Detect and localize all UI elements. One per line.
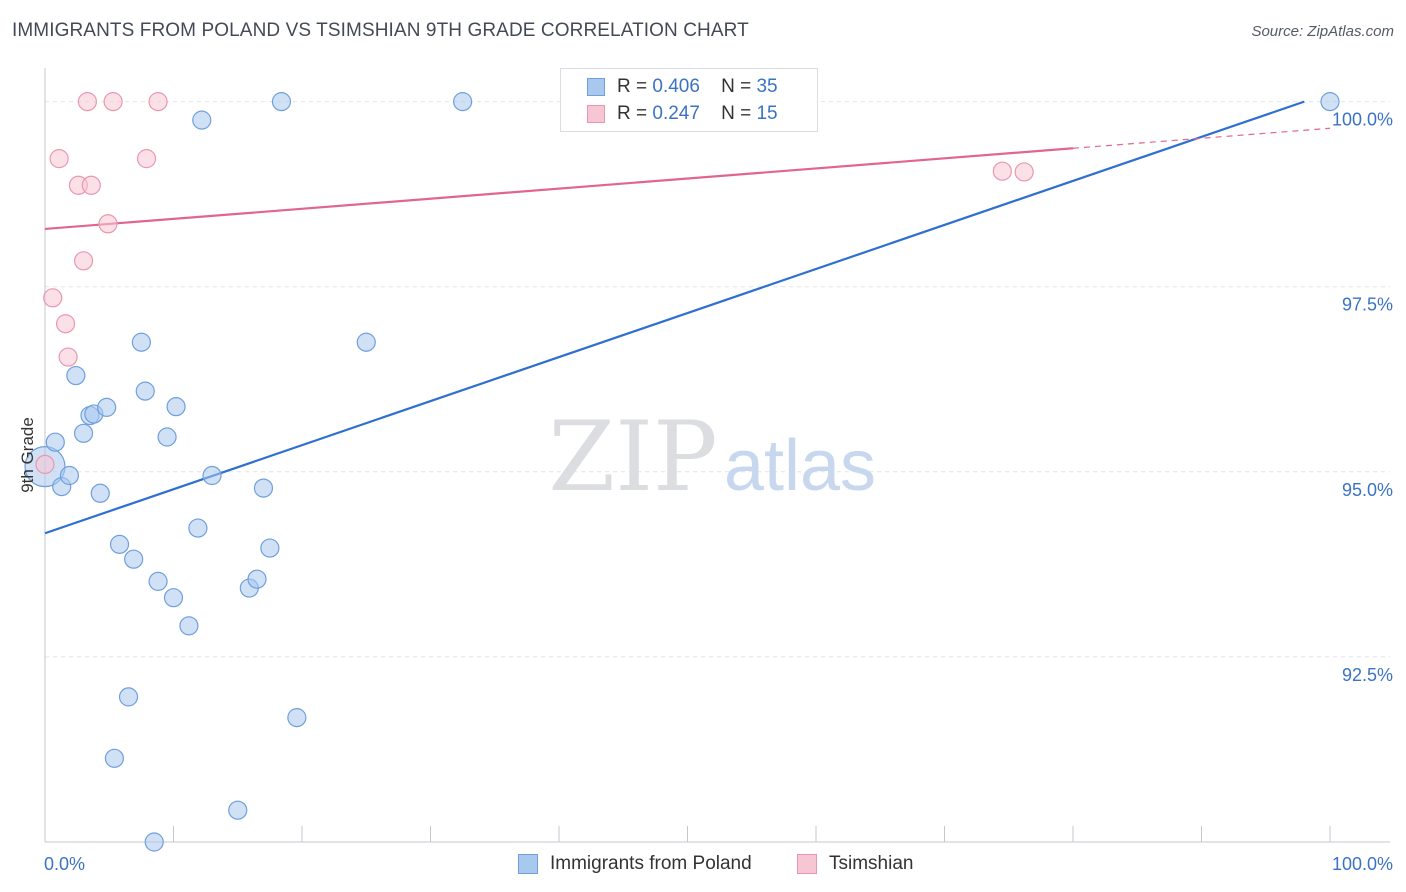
point-0-19 (163, 588, 184, 608)
series-name-poland: Immigrants from Poland (550, 853, 752, 874)
y-tick-label-1: 95.0% (1342, 480, 1393, 500)
point-0-21 (179, 616, 199, 636)
y-tick-label-0: 92.5% (1342, 665, 1393, 685)
gridlines (45, 101, 1390, 658)
point-0-11 (118, 687, 139, 707)
series-swatch-poland (518, 854, 538, 874)
point-0-9 (97, 397, 117, 417)
point-0-5 (73, 423, 94, 443)
trend-line-1 (44, 147, 1074, 231)
stats-legend: R = 0.406 N = 35 R = 0.247 N = 15 (560, 68, 818, 132)
point-1-1 (43, 288, 63, 308)
point-0-3 (59, 465, 80, 486)
point-0-23 (192, 110, 212, 130)
point-1-8 (81, 175, 101, 195)
chart-title: IMMIGRANTS FROM POLAND VS TSIMSHIAN 9TH … (12, 20, 749, 41)
data-points (24, 92, 1340, 852)
legend-n-value-tsimshian: 15 (756, 103, 778, 124)
point-1-0 (35, 454, 55, 475)
point-0-16 (144, 832, 164, 852)
point-0-12 (124, 549, 144, 569)
x-tick-labels: 0.0% 100.0% (44, 854, 1393, 874)
point-1-2 (49, 149, 69, 169)
point-0-30 (271, 92, 292, 112)
point-0-27 (247, 569, 267, 589)
point-1-13 (992, 161, 1012, 181)
watermark-atlas: atlas (724, 426, 876, 506)
point-0-13 (104, 748, 124, 768)
point-0-10 (109, 534, 130, 554)
point-0-33 (453, 92, 473, 112)
point-0-14 (131, 332, 151, 352)
legend-r-value-poland: 0.406 (652, 76, 700, 97)
trend-line-dashed-1 (1072, 127, 1331, 149)
y-tick-label-3: 100.0% (1332, 110, 1393, 130)
point-0-22 (188, 518, 208, 538)
legend-r-label: R = (617, 76, 648, 97)
series-name-tsimshian: Tsimshian (829, 853, 914, 874)
y-tick-labels: 92.5% 95.0% 97.5% 100.0% (1332, 110, 1393, 685)
point-0-4 (66, 365, 86, 386)
point-0-1 (45, 432, 65, 452)
point-0-31 (287, 708, 307, 728)
point-0-15 (135, 381, 155, 401)
point-1-14 (1014, 162, 1034, 182)
legend-r-value-tsimshian: 0.247 (652, 103, 700, 124)
point-1-9 (98, 214, 118, 234)
trend-lines (44, 100, 1331, 535)
x-tick-label-min: 0.0% (44, 854, 85, 874)
point-0-29 (260, 538, 280, 558)
source-label: Source: ZipAtlas.com (1251, 23, 1394, 40)
legend-swatch-poland (587, 78, 605, 96)
legend-swatch-tsimshian (587, 105, 605, 123)
point-0-34 (1320, 92, 1340, 112)
point-1-10 (103, 92, 123, 112)
legend-n-label: N = (721, 76, 752, 97)
series-swatch-tsimshian (797, 854, 817, 874)
point-1-7 (77, 92, 98, 112)
legend-n-value-poland: 35 (756, 76, 778, 97)
point-1-6 (73, 251, 94, 271)
point-1-3 (55, 314, 76, 334)
y-tick-label-2: 97.5% (1342, 295, 1393, 315)
y-axis-label: 9th Grade (18, 417, 37, 493)
point-0-20 (166, 397, 186, 417)
point-0-32 (356, 332, 376, 352)
watermark-zip: ZIP (548, 401, 717, 513)
point-0-25 (228, 800, 248, 820)
point-0-18 (157, 427, 177, 447)
legend-n-label: N = (721, 103, 752, 124)
watermark: ZIP atlas (548, 401, 876, 513)
point-0-8 (90, 483, 110, 503)
legend-r-label: R = (617, 103, 648, 124)
point-0-17 (148, 571, 168, 591)
point-0-28 (253, 478, 274, 498)
point-1-11 (136, 149, 157, 169)
trend-line-0 (44, 100, 1305, 535)
point-1-4 (58, 347, 78, 367)
point-1-12 (148, 92, 168, 112)
point-0-24 (202, 465, 222, 486)
x-tick-label-max: 100.0% (1332, 854, 1393, 874)
